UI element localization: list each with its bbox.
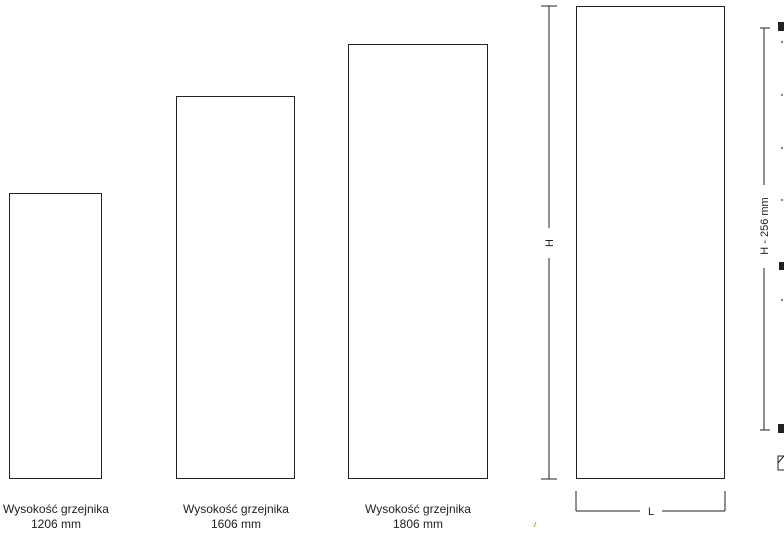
radiator-caption-line1: Wysokość grzejnika — [3, 502, 109, 516]
radiator-caption-1806: Wysokość grzejnika 1806 mm — [353, 502, 483, 532]
radiator-panel-1806 — [348, 44, 488, 479]
mount-spacing-label: H - 256 mm — [759, 197, 771, 254]
radiator-caption-1206: Wysokość grzejnika 1206 mm — [0, 502, 119, 532]
bottom-fitting-icon — [777, 455, 784, 471]
radiator-caption-line1: Wysokość grzejnika — [183, 502, 289, 516]
wall-dots — [780, 40, 784, 302]
width-dimension — [575, 491, 726, 512]
stray-mark — [533, 521, 537, 528]
radiator-caption-line2: 1206 mm — [30, 517, 82, 531]
radiator-caption-line1: Wysokość grzejnika — [365, 502, 471, 516]
height-label: H — [544, 239, 556, 247]
radiator-caption-line2: 1806 mm — [392, 517, 444, 531]
mount-spacing-dimension — [760, 27, 770, 431]
radiator-caption-line2: 1606 mm — [210, 517, 262, 531]
radiator-caption-1606: Wysokość grzejnika 1606 mm — [172, 502, 300, 532]
height-dimension — [541, 5, 557, 480]
bracket-icon — [778, 22, 784, 433]
radiator-panel-dimensioned — [576, 6, 725, 479]
width-label: L — [648, 506, 654, 518]
radiator-panel-1206 — [9, 193, 102, 479]
radiator-panel-1606 — [176, 96, 295, 479]
